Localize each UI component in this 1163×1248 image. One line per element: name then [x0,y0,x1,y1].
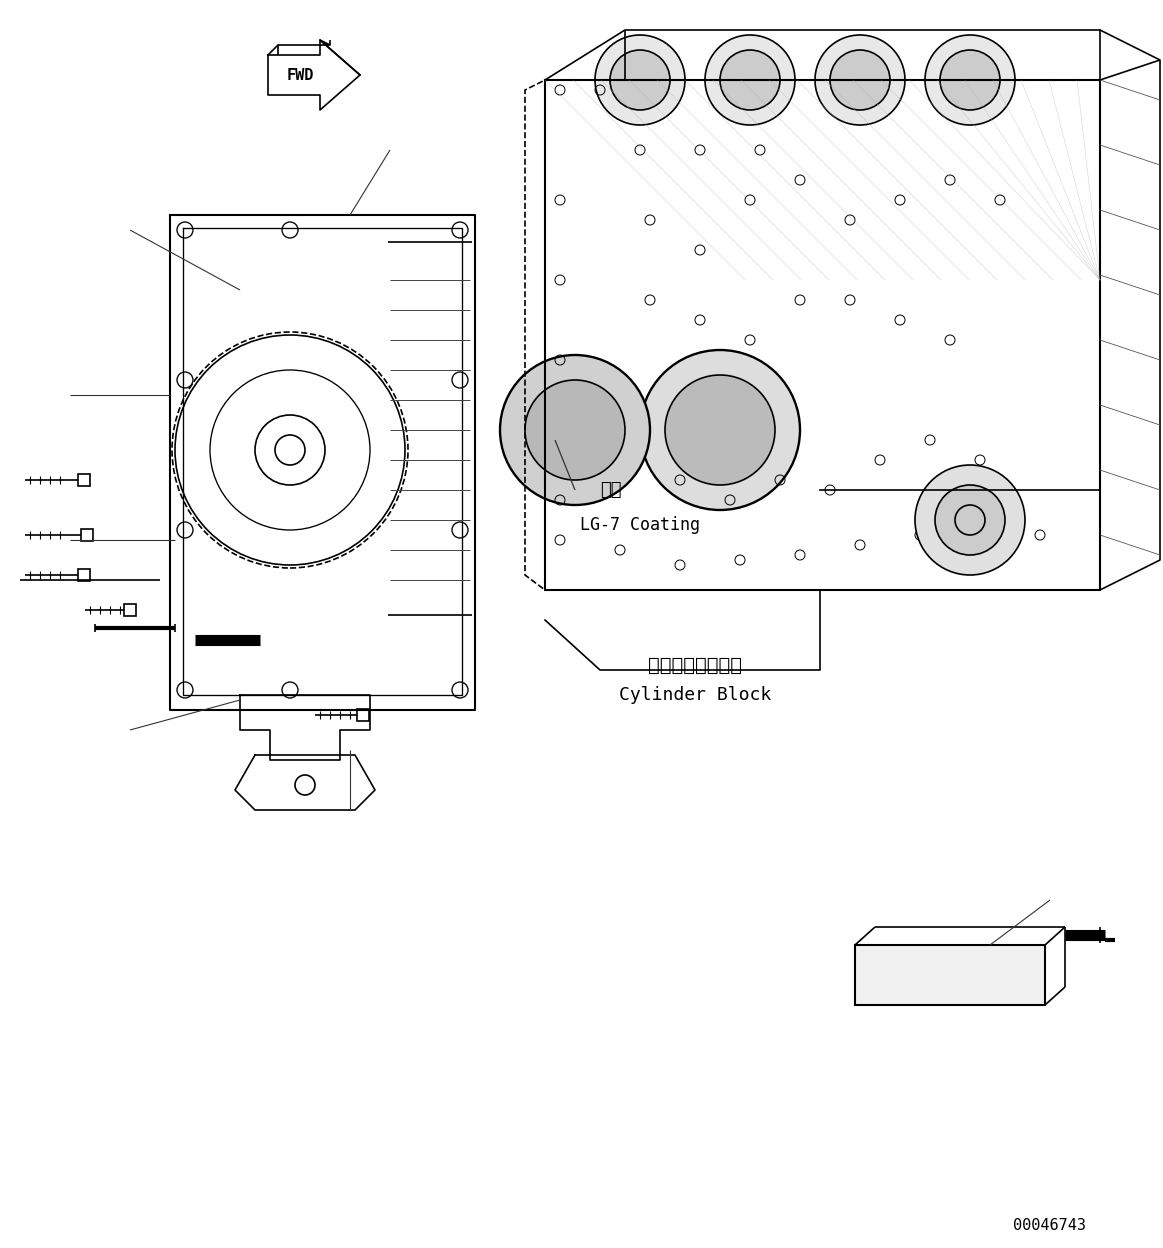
Bar [78,474,90,485]
Circle shape [720,50,780,110]
Bar [81,529,93,540]
Circle shape [935,485,1005,555]
Text: FWD: FWD [286,67,314,82]
Text: Cylinder Block: Cylinder Block [619,686,771,704]
Bar [855,945,1046,1005]
Circle shape [611,50,670,110]
Circle shape [705,35,795,125]
Bar [78,569,90,582]
Bar [357,709,369,721]
Text: LG-7 Coating: LG-7 Coating [580,515,700,534]
Text: シリンダブロック: シリンダブロック [648,655,742,674]
Circle shape [595,35,685,125]
Text: 00046743: 00046743 [1013,1218,1086,1233]
Circle shape [525,379,625,480]
Text: 途布: 途布 [600,480,621,499]
Circle shape [665,374,775,485]
Circle shape [500,354,650,505]
Circle shape [640,349,800,510]
Circle shape [940,50,1000,110]
Circle shape [925,35,1015,125]
Circle shape [830,50,890,110]
Bar [123,604,136,617]
Circle shape [915,466,1025,575]
Circle shape [815,35,905,125]
